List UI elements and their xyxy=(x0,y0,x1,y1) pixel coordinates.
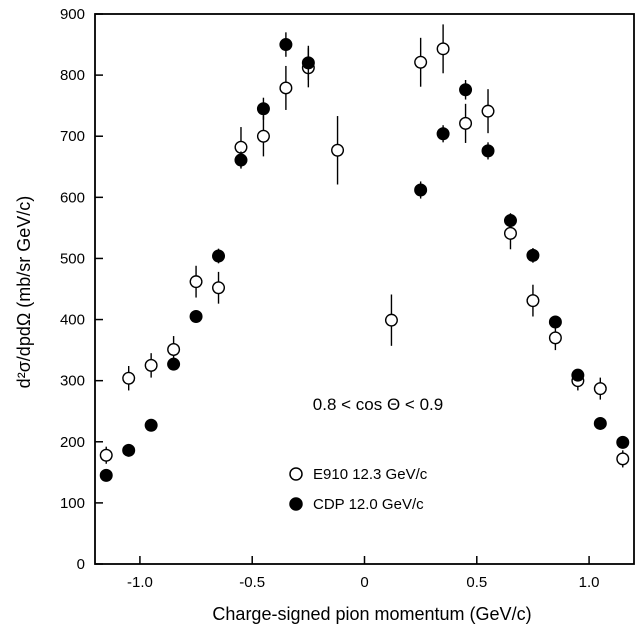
data-point-cdp xyxy=(436,127,450,141)
data-point-cdp xyxy=(548,315,562,329)
series-cdp xyxy=(99,32,630,482)
data-point-e910 xyxy=(212,281,226,295)
legend-marker-cdp xyxy=(289,497,303,511)
data-point-cdp xyxy=(301,56,315,70)
data-point-cdp xyxy=(167,357,181,371)
data-point-e910 xyxy=(526,294,540,308)
y-tick-label: 800 xyxy=(60,67,85,84)
series-e910 xyxy=(99,24,630,468)
data-point-e910 xyxy=(122,371,136,385)
data-point-cdp xyxy=(99,468,113,482)
y-tick-label: 100 xyxy=(60,495,85,512)
cos-theta-annotation: 0.8 < cos Θ < 0.9 xyxy=(313,395,443,414)
x-tick-label: 0.5 xyxy=(466,574,487,591)
y-tick-label: 500 xyxy=(60,250,85,267)
data-point-cdp xyxy=(616,435,630,449)
x-tick-label: 0 xyxy=(360,574,368,591)
data-point-e910 xyxy=(414,55,428,69)
legend-label-cdp: CDP 12.0 GeV/c xyxy=(313,496,424,513)
y-tick-label: 900 xyxy=(60,6,85,23)
data-point-cdp xyxy=(234,153,248,167)
data-point-e910 xyxy=(279,81,293,95)
y-tick-label: 700 xyxy=(60,128,85,145)
x-tick-label: -0.5 xyxy=(239,574,265,591)
data-point-e910 xyxy=(616,452,630,466)
data-point-cdp xyxy=(144,418,158,432)
data-point-cdp xyxy=(526,248,540,262)
y-tick-label: 200 xyxy=(60,434,85,451)
data-point-cdp xyxy=(503,214,517,228)
x-axis-ticks: -1.0 -0.5 0 0.5 1.0 xyxy=(127,556,600,591)
data-point-cdp xyxy=(212,249,226,263)
data-point-e910 xyxy=(256,129,270,143)
data-point-e910 xyxy=(384,313,398,327)
y-axis-ticks: 0 100 200 300 400 500 600 700 800 900 xyxy=(60,6,103,573)
data-point-e910 xyxy=(189,275,203,289)
data-point-e910 xyxy=(548,331,562,345)
data-point-cdp xyxy=(279,38,293,52)
data-point-e910 xyxy=(593,382,607,396)
data-point-cdp xyxy=(256,102,270,116)
x-tick-label: 1.0 xyxy=(579,574,600,591)
legend-marker-e910 xyxy=(289,467,303,481)
data-point-cdp xyxy=(571,368,585,382)
data-point-cdp xyxy=(122,443,136,457)
x-axis-label: Charge-signed pion momentum (GeV/c) xyxy=(212,604,531,624)
series-layer xyxy=(99,24,630,482)
x-tick-label: -1.0 xyxy=(127,574,153,591)
data-point-e910 xyxy=(436,42,450,56)
data-point-cdp xyxy=(459,83,473,97)
data-point-cdp xyxy=(481,144,495,158)
y-tick-label: 0 xyxy=(77,556,85,573)
data-point-cdp xyxy=(189,310,203,324)
y-tick-label: 400 xyxy=(60,312,85,329)
data-point-e910 xyxy=(99,448,113,462)
data-point-e910 xyxy=(144,358,158,372)
legend-label-e910: E910 12.3 GeV/c xyxy=(313,466,428,483)
y-axis-label: d²σ/dpdΩ (mb/sr GeV/c) xyxy=(14,196,34,389)
data-point-e910 xyxy=(481,104,495,118)
y-tick-label: 600 xyxy=(60,189,85,206)
data-point-e910 xyxy=(503,226,517,240)
data-point-cdp xyxy=(593,416,607,430)
data-point-e910 xyxy=(459,116,473,130)
data-point-cdp xyxy=(414,183,428,197)
data-point-e910 xyxy=(234,140,248,154)
y-tick-label: 300 xyxy=(60,373,85,390)
legend: E910 12.3 GeV/c CDP 12.0 GeV/c xyxy=(289,466,428,513)
data-point-e910 xyxy=(331,143,345,157)
data-point-e910 xyxy=(167,343,181,357)
